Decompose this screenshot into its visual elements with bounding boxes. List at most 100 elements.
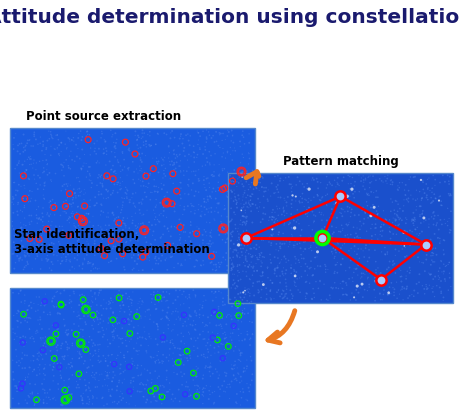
- Point: [199, 336, 207, 342]
- Point: [320, 237, 328, 243]
- Point: [38, 326, 45, 332]
- Point: [373, 211, 380, 218]
- Point: [122, 184, 129, 191]
- Point: [244, 385, 252, 391]
- Point: [196, 133, 203, 140]
- Point: [286, 264, 294, 271]
- Point: [361, 209, 368, 215]
- Point: [232, 247, 240, 254]
- Point: [106, 369, 113, 376]
- Point: [434, 226, 442, 233]
- Point: [196, 146, 203, 152]
- Point: [303, 213, 310, 220]
- Point: [135, 151, 143, 158]
- Point: [170, 358, 178, 365]
- Point: [258, 278, 265, 285]
- Point: [67, 166, 74, 172]
- Point: [243, 380, 250, 387]
- Point: [53, 145, 61, 152]
- Point: [146, 128, 153, 135]
- Point: [133, 166, 140, 172]
- Point: [237, 232, 244, 239]
- Point: [409, 293, 416, 299]
- Point: [196, 178, 203, 184]
- Point: [173, 159, 180, 166]
- Point: [285, 174, 292, 180]
- Point: [43, 157, 50, 164]
- Point: [255, 176, 263, 183]
- Point: [247, 308, 254, 314]
- Point: [54, 132, 61, 138]
- Point: [40, 370, 47, 377]
- Point: [403, 283, 410, 290]
- Point: [248, 330, 256, 337]
- Point: [420, 285, 427, 292]
- Point: [202, 134, 210, 140]
- Point: [359, 179, 367, 185]
- Point: [116, 302, 123, 309]
- Point: [13, 333, 21, 339]
- Point: [342, 282, 350, 288]
- Point: [34, 172, 42, 179]
- Point: [91, 384, 99, 390]
- Point: [329, 284, 336, 291]
- Point: [374, 210, 381, 217]
- Point: [101, 368, 109, 375]
- Point: [206, 243, 213, 250]
- Point: [46, 341, 54, 347]
- Point: [160, 330, 167, 336]
- Point: [22, 167, 30, 173]
- Point: [95, 243, 102, 250]
- Point: [170, 204, 177, 210]
- Point: [25, 199, 32, 205]
- Point: [21, 264, 28, 271]
- Point: [345, 264, 353, 271]
- Point: [240, 294, 247, 301]
- Point: [228, 127, 235, 134]
- Point: [134, 351, 141, 358]
- Point: [83, 369, 90, 376]
- Point: [353, 225, 360, 231]
- Point: [187, 153, 194, 159]
- Point: [78, 218, 85, 224]
- Point: [30, 240, 38, 247]
- Point: [234, 356, 241, 363]
- Point: [25, 315, 33, 321]
- Point: [130, 169, 138, 175]
- Point: [118, 166, 126, 173]
- Point: [96, 287, 103, 294]
- Point: [17, 174, 25, 181]
- Point: [351, 188, 358, 195]
- Point: [27, 241, 34, 247]
- Point: [104, 363, 111, 369]
- Point: [186, 247, 194, 253]
- Point: [167, 337, 174, 344]
- Point: [235, 298, 242, 305]
- Point: [14, 201, 22, 208]
- Point: [417, 197, 424, 204]
- Point: [228, 303, 235, 310]
- Point: [151, 255, 158, 262]
- Point: [273, 289, 280, 296]
- Point: [432, 221, 439, 228]
- Point: [291, 242, 298, 249]
- Point: [151, 216, 158, 223]
- Point: [89, 234, 96, 241]
- Point: [193, 389, 200, 395]
- Point: [13, 388, 21, 395]
- Point: [422, 194, 429, 201]
- Point: [18, 174, 25, 180]
- Point: [237, 318, 245, 325]
- Point: [200, 181, 207, 188]
- Point: [67, 148, 74, 154]
- Point: [43, 394, 50, 401]
- Point: [167, 233, 174, 240]
- Point: [415, 211, 423, 218]
- Point: [71, 255, 78, 261]
- Point: [409, 209, 416, 216]
- Point: [228, 316, 235, 323]
- Point: [101, 233, 108, 239]
- Point: [181, 190, 188, 197]
- Point: [392, 295, 400, 301]
- Point: [65, 162, 72, 169]
